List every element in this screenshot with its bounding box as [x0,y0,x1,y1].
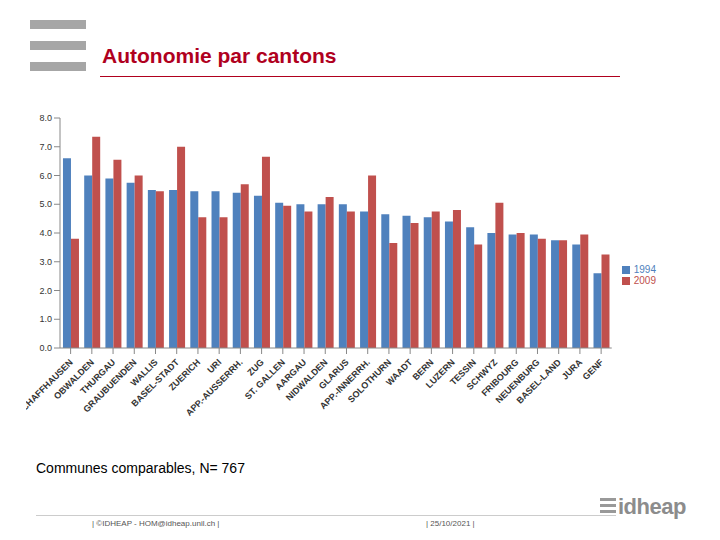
svg-text:3.0: 3.0 [39,257,52,267]
html-text:idheap: idheap [618,494,686,519]
svg-text:GRAUBUENDEN: GRAUBUENDEN [81,357,138,414]
html-text:1994: 1994 [633,264,656,275]
svg-text:URI: URI [205,357,223,375]
svg-text:SCHWYZ: SCHWYZ [464,357,500,392]
svg-text:8.0: 8.0 [39,113,52,123]
svg-text:7.0: 7.0 [39,142,52,152]
svg-text:WALLIS: WALLIS [128,357,160,389]
svg-text:6.0: 6.0 [39,171,52,181]
svg-text:NIDWALDEN: NIDWALDEN [283,357,330,403]
svg-text:APP.-INNERRH.: APP.-INNERRH. [318,357,372,412]
svg-text:OBWALDEN: OBWALDEN [51,357,97,402]
html-text:2009: 2009 [633,275,656,286]
html-text:Autonomie par cantons: Autonomie par cantons [102,44,337,67]
svg-text:LUZERN: LUZERN [424,357,457,391]
svg-text:GENF: GENF [581,357,606,382]
svg-text:BERN: BERN [410,357,436,383]
svg-text:FRIBOURG: FRIBOURG [479,357,521,399]
svg-text:NEUENBURG: NEUENBURG [493,357,542,406]
html-text:| ©IDHEAP - HOM@idheap.unil.ch: | ©IDHEAP - HOM@idheap.unil.ch | [92,519,220,528]
svg-text:2.0: 2.0 [39,286,52,296]
svg-text:BASEL-STADT: BASEL-STADT [129,357,181,409]
svg-text:ST. GALLEN: ST. GALLEN [242,357,288,402]
svg-text:ZUERICH: ZUERICH [167,357,202,392]
html-text:Communes comparables, N= 767: Communes comparables, N= 767 [36,460,245,476]
svg-text:1.0: 1.0 [39,314,52,324]
svg-text:WAADT: WAADT [384,357,415,388]
svg-text:BASEL-LAND: BASEL-LAND [515,357,564,406]
html-text:| 25/10/2021 |: | 25/10/2021 | [426,519,475,528]
svg-text:JURA: JURA [560,357,585,382]
svg-text:AARGAU: AARGAU [273,357,309,393]
svg-text:5.0: 5.0 [39,199,52,209]
svg-text:0.0: 0.0 [39,343,52,353]
svg-text:TESSIN: TESSIN [448,357,479,388]
svg-text:THURGAU: THURGAU [78,357,118,397]
svg-text:ZUG: ZUG [245,357,266,378]
svg-text:SOLOTHURN: SOLOTHURN [345,357,394,405]
svg-text:GLARUS: GLARUS [316,357,351,392]
svg-text:4.0: 4.0 [39,228,52,238]
svg-text:APP.-AUSSERRH.: APP.-AUSSERRH. [184,357,245,418]
